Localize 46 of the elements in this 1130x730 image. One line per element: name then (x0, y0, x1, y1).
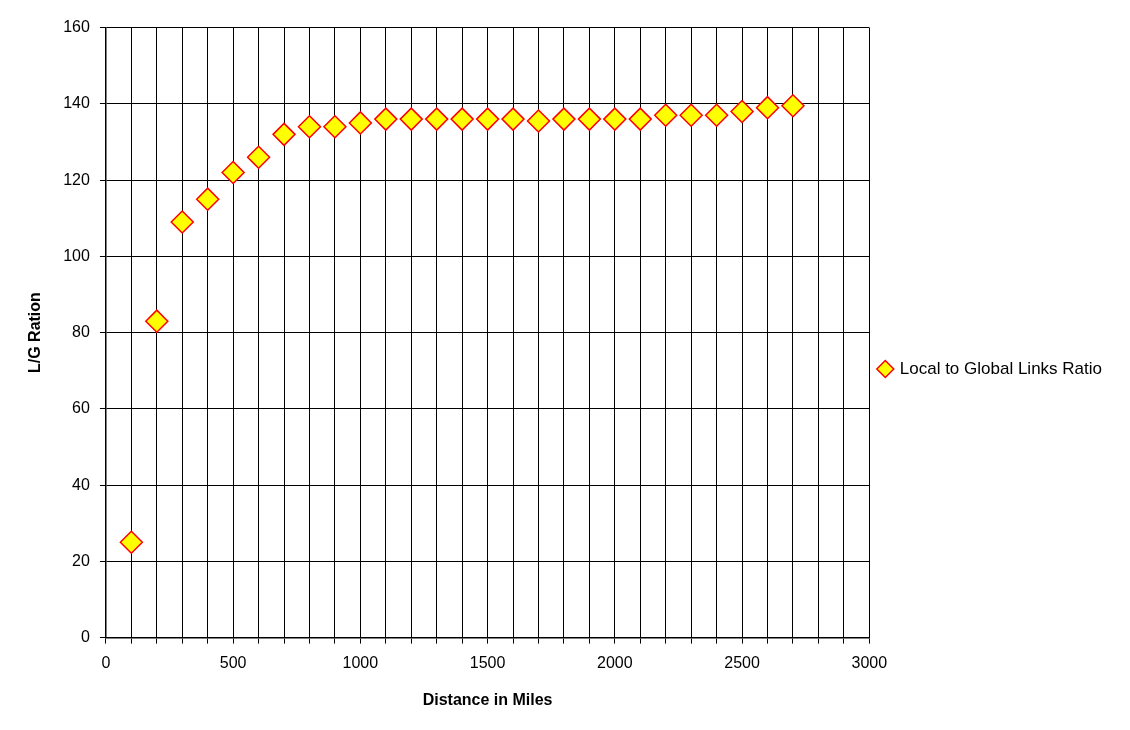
x-tick-label: 0 (101, 653, 111, 671)
x-tick-label: 3000 (851, 653, 888, 671)
x-tick-label: 500 (219, 653, 247, 671)
point (781, 94, 805, 118)
y-tick-label: 80 (72, 323, 90, 341)
point (755, 95, 780, 120)
y-tick-label: 20 (72, 551, 90, 569)
point (297, 114, 322, 139)
point (424, 107, 449, 131)
point (704, 103, 729, 128)
point (221, 160, 245, 185)
point (246, 145, 271, 169)
point (628, 107, 653, 131)
point (195, 187, 220, 211)
x-tick-label: 1500 (469, 653, 506, 671)
y-tick-label: 120 (63, 170, 90, 188)
point (348, 111, 373, 135)
point (577, 107, 602, 131)
point (552, 107, 576, 131)
y-tick-label: 60 (72, 399, 90, 417)
y-tick-label: 160 (63, 18, 90, 36)
y-tick-label: 140 (63, 94, 90, 112)
point (501, 107, 525, 131)
x-tick-label: 2000 (597, 653, 633, 671)
point (603, 107, 627, 131)
x-tick-label: 2500 (724, 653, 760, 671)
point (170, 210, 194, 234)
point (374, 107, 398, 131)
x-tick-label: 1000 (342, 653, 379, 671)
point (526, 109, 551, 133)
y-tick-label: 0 (80, 628, 90, 646)
x-axis-title: Distance in Miles (422, 690, 553, 708)
point (272, 122, 296, 147)
point (653, 103, 678, 128)
point (145, 309, 169, 333)
legend-label: Local to Global Links Ratio (899, 358, 1103, 378)
point (119, 530, 144, 555)
point (323, 114, 347, 139)
point (730, 99, 754, 124)
point (450, 107, 474, 131)
y-axis-title: L/G Ration (26, 292, 44, 374)
point (475, 107, 500, 131)
point (679, 103, 703, 128)
y-tick-label: 40 (72, 475, 90, 493)
y-tick-label: 100 (63, 246, 90, 264)
point (399, 107, 423, 131)
